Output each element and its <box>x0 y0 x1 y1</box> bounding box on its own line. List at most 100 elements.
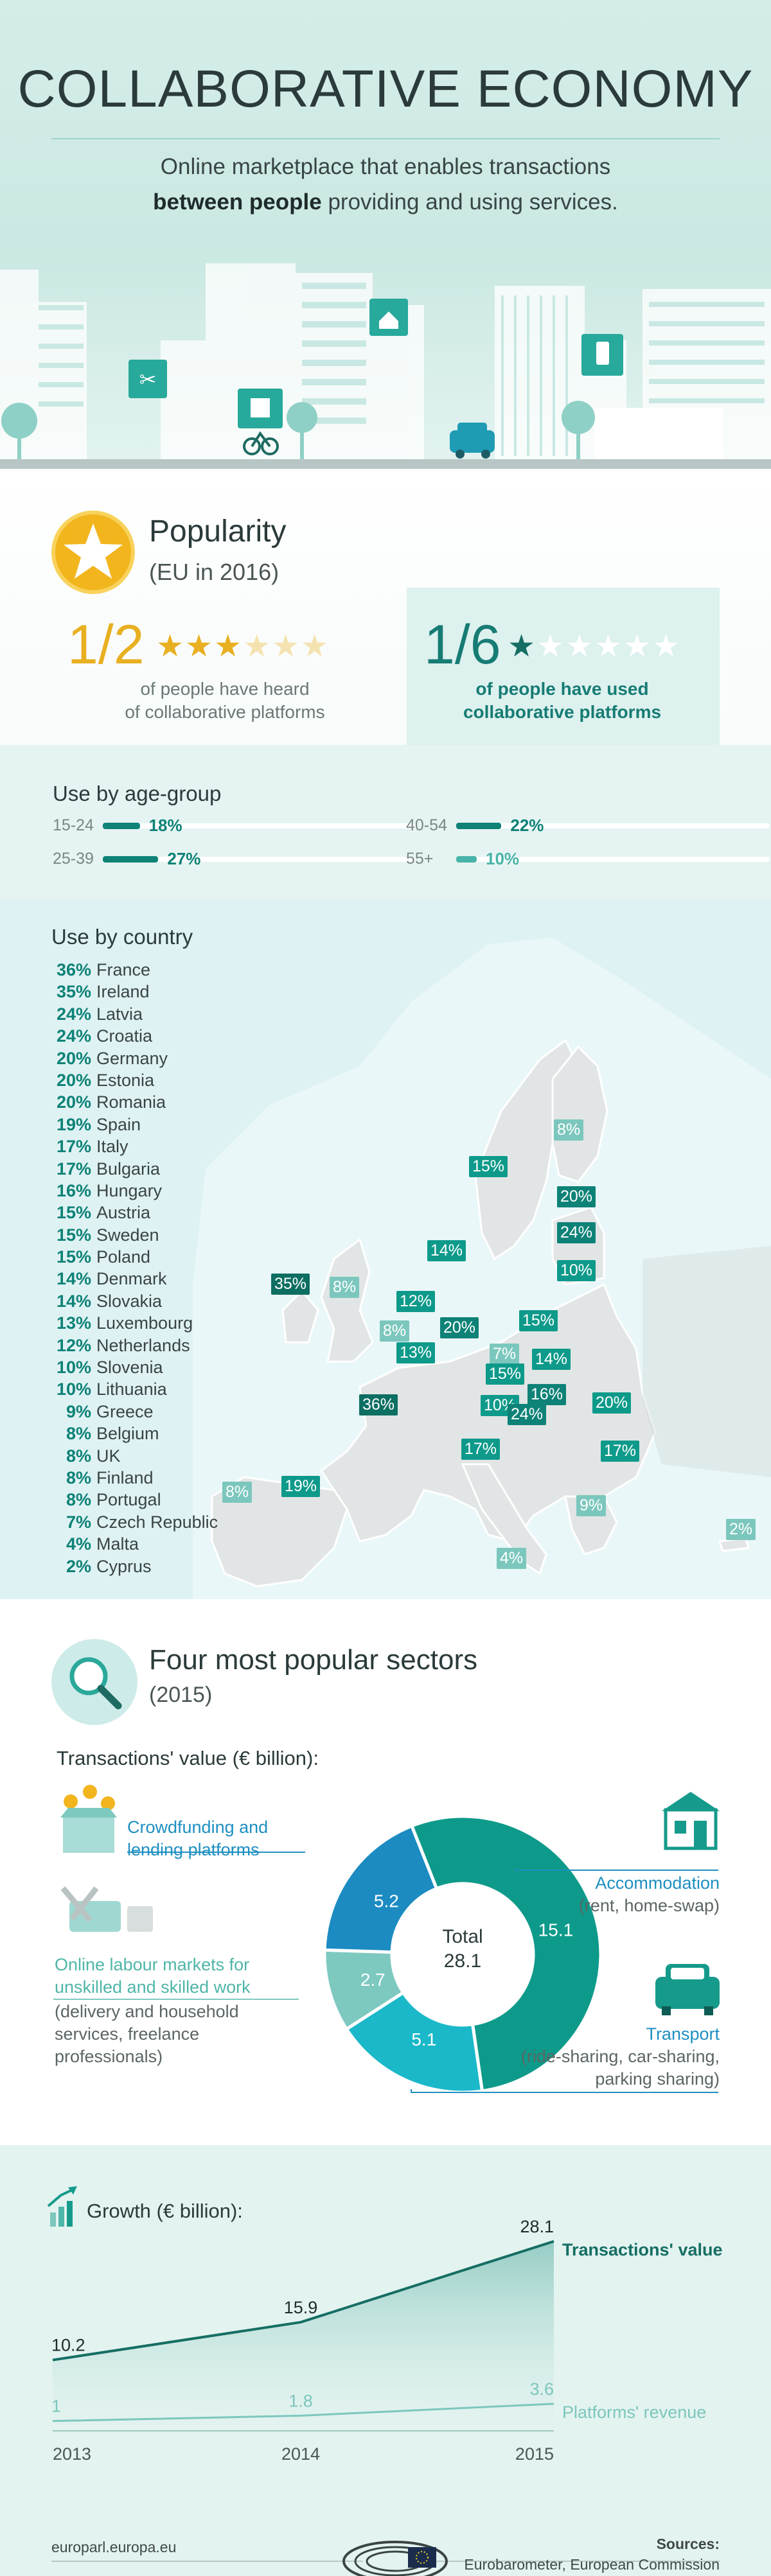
country-list-item: 17% Italy <box>51 1137 218 1159</box>
country-pct: 10% <box>56 1380 91 1399</box>
growth-series-line-1 <box>52 2403 554 2423</box>
sectors-donut-chart: 15.1 5.1 2.7 5.2 Total 28.1 <box>53 1785 720 2094</box>
map-tag-romania: 20% <box>592 1392 632 1414</box>
country-pct: 2% <box>66 1556 91 1576</box>
map-tag-portugal: 8% <box>222 1482 253 1503</box>
country-list-item: 24% Latvia <box>51 1004 218 1026</box>
filled-star-icon: ★ <box>156 629 186 663</box>
country-pct: 14% <box>56 1291 91 1311</box>
country-list-item: 7% Czech Republic <box>51 1512 218 1534</box>
country-name: Hungary <box>96 1180 163 1200</box>
labour-desc-line-1: (delivery and household <box>55 2002 239 2021</box>
age-bar <box>456 823 502 829</box>
growth-data-label: 10.2 <box>51 2336 85 2355</box>
magnifier-icon <box>51 1639 137 1725</box>
country-name: Cyprus <box>96 1556 152 1576</box>
country-pct: 8% <box>66 1446 91 1466</box>
transport-desc: (ride-sharing, car-sharing, parking shari… <box>488 2046 720 2090</box>
house-sign-icon <box>369 299 408 336</box>
country-name: Netherlands <box>96 1335 190 1355</box>
empty-star-icon: ★ <box>243 629 272 663</box>
country-pct: 8% <box>66 1490 91 1510</box>
country-pct: 8% <box>66 1468 91 1487</box>
country-list-item: 10% Lithuania <box>51 1380 218 1401</box>
country-pct: 15% <box>56 1203 91 1223</box>
country-name: Germany <box>96 1048 168 1068</box>
donut-value-labels: 15.1 5.1 2.7 5.2 <box>360 1891 573 2049</box>
book-sign-icon <box>238 389 283 428</box>
labour-desc-line-3: professionals) <box>55 2047 163 2066</box>
donut-total-label: Total <box>442 1926 483 1947</box>
age-track <box>103 857 416 862</box>
country-pct: 35% <box>56 982 91 1002</box>
country-list: 36% France 35% Ireland 24% Latvia 24% Croatia 20… <box>51 960 218 1579</box>
age-value: 10% <box>486 849 520 868</box>
country-name: Portugal <box>96 1490 161 1510</box>
house-icon <box>662 1792 720 1850</box>
growth-x-tick-label: 2014 <box>281 2444 320 2464</box>
country-pct: 36% <box>56 960 91 979</box>
country-pct: 19% <box>56 1114 91 1134</box>
country-title: Use by country <box>51 925 193 949</box>
crowdfunding-title-line-2: lending platforms <box>127 1840 260 1859</box>
country-list-item: 12% Netherlands <box>51 1336 218 1358</box>
donut-total-value: 28.1 <box>444 1950 481 1972</box>
country-list-item: 10% Slovenia <box>51 1358 218 1380</box>
country-list-item: 24% Croatia <box>51 1026 218 1048</box>
labour-title: Online labour markets for unskilled and s… <box>55 1954 251 1999</box>
donut-slice-0 <box>409 1814 603 2093</box>
subtitle-bold: between people <box>153 189 322 215</box>
sectors-subtitle: (2015) <box>149 1683 213 1707</box>
country-pct: 14% <box>56 1269 91 1289</box>
map-tag-netherlands: 12% <box>396 1291 436 1312</box>
country-list-item: 14% Denmark <box>51 1269 218 1291</box>
map-tag-italy: 17% <box>461 1439 501 1460</box>
country-list-item: 14% Slovakia <box>51 1292 218 1313</box>
age-bar <box>103 856 159 863</box>
country-pct: 15% <box>56 1225 91 1245</box>
empty-star-icon: ★ <box>623 629 653 663</box>
growth-chart-icon <box>47 2186 77 2227</box>
country-pct: 13% <box>56 1313 91 1333</box>
star-badge-icon <box>51 511 135 594</box>
age-group-section: Use by age-group 15-24 18% 25-39 27% 40-54 22… <box>0 745 771 899</box>
country-name: Belgium <box>96 1424 159 1444</box>
country-pct: 17% <box>56 1137 91 1157</box>
map-tag-germany: 20% <box>440 1317 479 1338</box>
sectors-title: Four most popular sectors <box>149 1644 478 1676</box>
country-list-item: 20% Romania <box>51 1092 218 1114</box>
labour-title-line-1: Online labour markets for <box>55 1955 250 1974</box>
map-tag-cyprus: 2% <box>726 1519 756 1540</box>
country-name: Lithuania <box>96 1380 167 1399</box>
donut-value-label: 5.2 <box>374 1891 399 1911</box>
map-tag-sweden: 15% <box>469 1156 508 1177</box>
country-list-item: 20% Estonia <box>51 1071 218 1092</box>
map-tag-poland: 15% <box>519 1310 558 1331</box>
age-track <box>103 823 416 828</box>
growth-x-tick-label: 2013 <box>53 2444 91 2464</box>
age-bar <box>103 823 140 829</box>
tools-box-icon <box>60 1886 153 1932</box>
country-name: Croatia <box>96 1026 153 1046</box>
country-list-item: 8% Finland <box>51 1468 218 1490</box>
country-list-item: 8% UK <box>51 1446 218 1468</box>
tools-sign-icon: ✂ <box>128 360 167 398</box>
country-list-item: 13% Luxembourg <box>51 1313 218 1335</box>
crowdfunding-title: Crowdfunding and lending platforms <box>127 1816 268 1861</box>
map-tag-uk: 8% <box>330 1277 360 1298</box>
country-pct: 10% <box>56 1358 91 1378</box>
heard-desc-line-2: of collaborative platforms <box>125 702 325 722</box>
growth-section: 10.2 15.9 28.1 Transactions' value 1 1.8 3.6 Pl… <box>0 2145 771 2576</box>
donut-slice-3 <box>323 1823 439 1954</box>
subtitle-line-2: between people providing and using servi… <box>0 189 771 215</box>
empty-star-icon: ★ <box>301 629 330 663</box>
filled-star-icon: ★ <box>508 629 537 663</box>
country-name: Greece <box>96 1401 154 1421</box>
growth-series-name-0: Transactions' value <box>562 2240 723 2259</box>
age-bar <box>456 856 477 863</box>
country-list-item: 9% Greece <box>51 1402 218 1424</box>
heard-star-rating: ★★★★★★ <box>156 628 330 664</box>
country-pct: 15% <box>56 1247 91 1267</box>
country-section: Use by country 36% France 35% Ireland 24% Lat… <box>0 899 771 1599</box>
country-name: Latvia <box>96 1004 143 1024</box>
